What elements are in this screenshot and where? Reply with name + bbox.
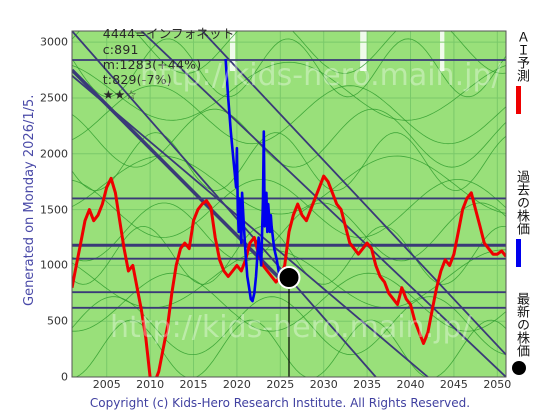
x-tick-label: 2005: [92, 378, 121, 391]
latest-price-dot: [277, 266, 301, 290]
target-price: t:829(-7%): [102, 72, 172, 87]
y-tick-label: 500: [47, 314, 68, 328]
x-tick-label: 2030: [309, 378, 338, 391]
copyright-text: Copyright (c) Kids-Hero Research Institu…: [89, 396, 471, 410]
diagonal-line: [72, 68, 291, 289]
legend-latest: 最新の株価: [512, 292, 540, 375]
x-tick-label: 2050: [483, 378, 512, 391]
plot-frame: [71, 30, 507, 378]
current-price: c:891: [102, 42, 139, 57]
diagonal-line: [140, 31, 506, 377]
chart-header: 4444=インフォネット c:891 m:1283(+44%) t:829(-7…: [86, 8, 506, 102]
legend: ＡＩ予測 過去の株価 最新の株価: [512, 30, 540, 380]
stock-name: 4444=インフォネット: [102, 26, 235, 41]
max-price: m:1283(+44%): [102, 57, 202, 72]
thin-green-curve: [72, 85, 506, 145]
x-tick-label: 2040: [396, 378, 425, 391]
y-axis-ticks: 0 500 1000 1500 2000 2500 3000: [0, 0, 72, 420]
y-tick-label: 1500: [40, 203, 68, 217]
x-tick-label: 2025: [266, 378, 295, 391]
thin-green-curve: [72, 225, 506, 285]
thin-green-curve: [72, 38, 506, 98]
x-tick-label: 2035: [353, 378, 382, 391]
y-tick-label: 1000: [40, 258, 68, 272]
thin-green-curve: [72, 155, 506, 215]
thin-green-curve: [72, 202, 506, 262]
diagonal-lines: [72, 31, 506, 377]
y-tick-label: 0: [61, 370, 68, 384]
forecast-line: [72, 174, 506, 377]
grid: [72, 31, 506, 378]
x-axis-ticks: 2005 2010 2015 2020 2025 2030 2035 2040 2045 2050: [0, 378, 560, 398]
thin-green-curve: [72, 179, 506, 238]
generated-date-note: Generated on Monday 2026/1/5.: [22, 94, 37, 306]
background-band: [229, 31, 236, 71]
legend-past: 過去の株価: [512, 170, 540, 267]
background-band: [360, 31, 368, 71]
y-tick-label: 3000: [40, 35, 68, 49]
diagonal-line: [72, 74, 429, 377]
y-tick-label: 2000: [40, 147, 68, 161]
watermark-bottom: http://kids-hero.main.jp/: [110, 310, 472, 345]
y-tick-label: 2500: [40, 91, 68, 105]
legend-forecast-swatch: [516, 86, 521, 114]
x-tick-label: 2020: [222, 378, 251, 391]
legend-forecast: ＡＩ予測: [512, 30, 540, 114]
x-tick-label: 2010: [136, 378, 165, 391]
legend-past-swatch: [516, 239, 521, 267]
past-price-line: [224, 58, 291, 303]
background-bands: [229, 31, 445, 71]
x-tick-label: 2015: [179, 378, 208, 391]
thin-green-curve: [72, 108, 506, 168]
legend-latest-label: 最新の株価: [514, 292, 529, 357]
legend-latest-swatch: [512, 361, 526, 375]
legend-forecast-label: ＡＩ予測: [514, 30, 529, 82]
thin-green-curve: [72, 31, 506, 74]
diagonal-line: [201, 31, 506, 356]
legend-past-label: 過去の株価: [514, 170, 529, 235]
watermark-top: http://kids-hero.main.jp/: [140, 58, 502, 93]
rating-stars: ★★☆: [102, 87, 137, 102]
background-band: [440, 31, 445, 71]
x-tick-label: 2045: [439, 378, 468, 391]
